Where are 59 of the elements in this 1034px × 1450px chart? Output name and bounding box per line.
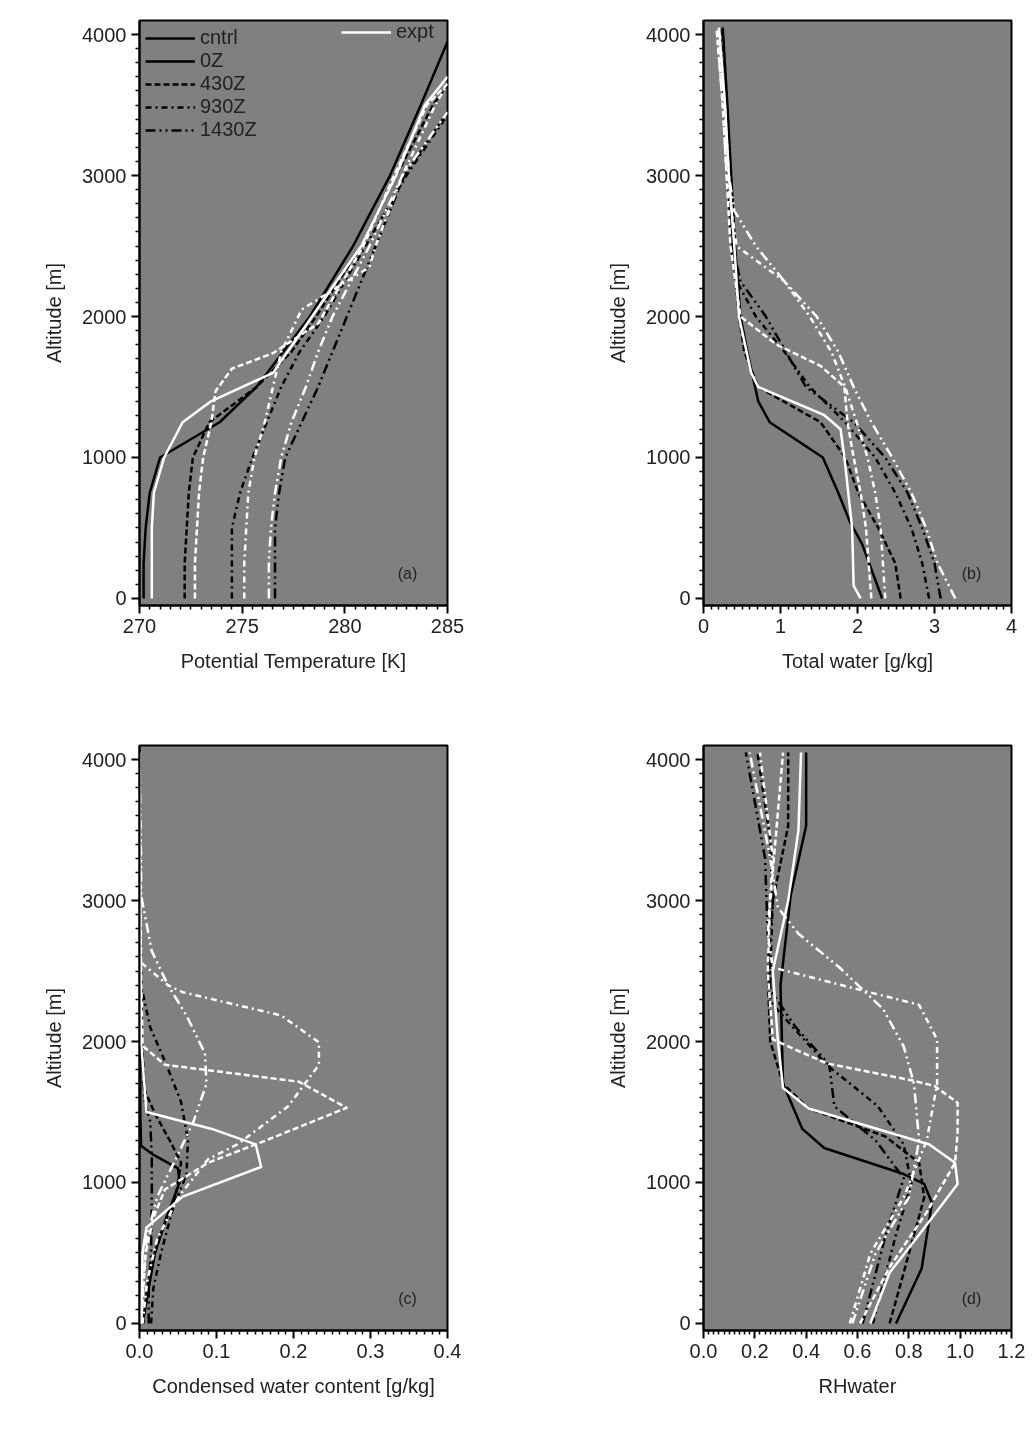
x-tick-label: 4 (1005, 614, 1018, 637)
legend-label: 0Z (200, 49, 225, 72)
y-axis-title: Altitude [m] (607, 987, 630, 1089)
legend-label: 930Z (200, 95, 247, 118)
x-tick-label: 0.3 (356, 1339, 385, 1362)
y-axis-title: Altitude [m] (43, 262, 66, 364)
x-tick-label: 0.1 (202, 1339, 231, 1362)
legend-title: cntrl (200, 26, 239, 49)
y-tick-label: 0 (115, 587, 127, 610)
x-tick-label: 0 (697, 614, 710, 637)
y-tick-label: 2000 (82, 1030, 127, 1053)
x-axis-title: Potential Temperature [K] (180, 649, 406, 672)
y-tick-label: 3000 (82, 164, 127, 187)
x-tick-label: 1.2 (997, 1339, 1026, 1362)
y-tick-label: 1000 (82, 1171, 127, 1194)
x-tick-label: 3 (928, 614, 941, 637)
x-axis-title: Total water [g/kg] (781, 649, 934, 672)
annotation: (b) (961, 565, 982, 583)
y-tick-label: 4000 (82, 748, 127, 771)
y-tick-label: 3000 (82, 889, 127, 912)
x-tick-label: 0.4 (792, 1339, 821, 1362)
legend-label: 1430Z (200, 118, 258, 141)
y-tick-label: 4000 (82, 23, 127, 46)
x-tick-label: 285 (430, 614, 465, 637)
legend-label: 430Z (200, 72, 247, 95)
annotation: (c) (398, 1290, 417, 1308)
y-axis-title: Altitude [m] (607, 262, 630, 364)
x-tick-label: 0.2 (740, 1339, 769, 1362)
x-tick-label: 2 (851, 614, 864, 637)
x-tick-label: 0.8 (894, 1339, 923, 1362)
y-tick-label: 2000 (82, 305, 127, 328)
y-tick-label: 4000 (646, 748, 691, 771)
y-tick-label: 3000 (646, 164, 691, 187)
x-tick-label: 0.0 (689, 1339, 718, 1362)
annotation: (d) (961, 1290, 982, 1308)
y-axis-title: Altitude [m] (43, 987, 66, 1089)
y-tick-label: 1000 (82, 446, 127, 469)
x-tick-label: 1 (774, 614, 787, 637)
annotation: (a) (397, 565, 418, 583)
y-tick-label: 0 (115, 1312, 127, 1335)
x-tick-label: 280 (328, 614, 362, 637)
x-tick-label: 270 (122, 614, 157, 637)
x-tick-label: 1.0 (946, 1339, 975, 1362)
y-tick-label: 3000 (646, 889, 691, 912)
y-tick-label: 1000 (646, 1171, 691, 1194)
y-tick-label: 2000 (646, 305, 691, 328)
x-tick-label: 0.0 (125, 1339, 154, 1362)
y-tick-label: 1000 (646, 446, 691, 469)
x-tick-label: 275 (225, 614, 259, 637)
x-tick-label: 0.4 (433, 1339, 462, 1362)
y-tick-label: 2000 (646, 1030, 691, 1053)
x-axis-title: Condensed water content [g/kg] (152, 1374, 435, 1397)
y-tick-label: 0 (679, 587, 691, 610)
x-axis-title: RHwater (818, 1374, 897, 1397)
y-tick-label: 4000 (646, 23, 691, 46)
x-tick-label: 0.2 (279, 1339, 308, 1362)
y-tick-label: 0 (679, 1312, 691, 1335)
annotation: expt (396, 20, 434, 43)
x-tick-label: 0.6 (843, 1339, 872, 1362)
